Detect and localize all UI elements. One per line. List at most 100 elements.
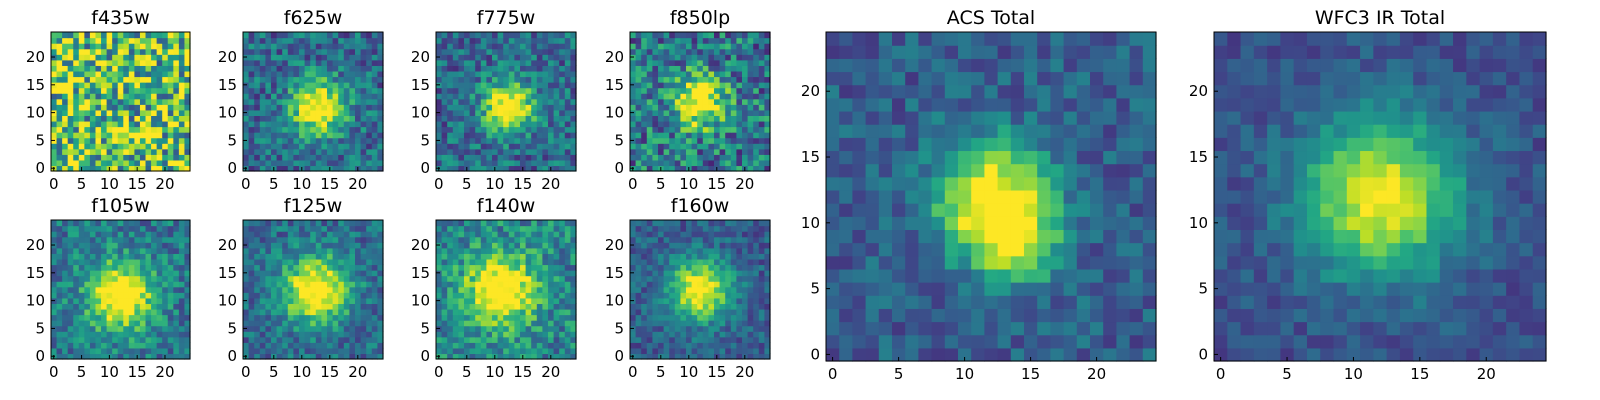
pixel-cell	[669, 43, 676, 50]
pixel-cell	[156, 43, 163, 50]
pixel-cell	[78, 231, 85, 238]
y-tick-label: 10	[26, 292, 45, 310]
pixel-cell	[56, 297, 63, 304]
pixel-cell	[184, 87, 191, 94]
pixel-cell	[475, 65, 482, 72]
pixel-cell	[156, 65, 163, 72]
pixel-cell	[719, 65, 726, 72]
pixel-cell	[469, 347, 476, 355]
pixel-cell	[293, 115, 300, 122]
pixel-cell	[106, 292, 113, 299]
pixel-cell	[299, 275, 306, 282]
pixel-cell	[531, 242, 538, 249]
pixel-cell	[360, 264, 367, 271]
pixel-cell	[646, 70, 653, 78]
pixel-cell	[475, 270, 482, 277]
pixel-cell	[458, 347, 465, 355]
pixel-cell	[101, 159, 108, 167]
pixel-cell	[747, 137, 754, 144]
pixel-cell	[101, 264, 108, 271]
pixel-cell	[299, 48, 306, 55]
pixel-cell	[259, 54, 266, 61]
pixel-cell	[730, 275, 737, 282]
pixel-cell	[343, 264, 350, 271]
pixel-cell	[321, 231, 328, 238]
pixel-cell	[758, 143, 765, 150]
pixel-cell	[747, 303, 754, 310]
pixel-cell	[145, 275, 152, 282]
pixel-cell	[173, 120, 180, 128]
pixel-cell	[475, 76, 482, 83]
pixel-cell	[95, 48, 102, 55]
pixel-cell	[646, 347, 653, 355]
pixel-cell	[680, 93, 687, 100]
pixel-cell	[299, 104, 306, 111]
pixel-cell	[265, 225, 272, 232]
pixel-cell	[293, 308, 300, 316]
pixel-cell	[686, 286, 693, 293]
pixel-cell	[73, 159, 80, 167]
pixel-cell	[265, 320, 272, 327]
x-tick-label: 5	[269, 363, 279, 381]
pixel-cell	[67, 87, 74, 94]
pixel-cell	[287, 132, 294, 139]
pixel-cell	[62, 220, 69, 227]
pixel-cell	[360, 342, 367, 349]
pixel-cell	[293, 303, 300, 310]
pixel-cell	[254, 37, 261, 44]
pixel-cell	[714, 281, 721, 288]
pixel-cell	[469, 32, 476, 39]
pixel-cell	[697, 286, 704, 293]
pixel-cell	[646, 65, 653, 72]
pixel-cell	[674, 137, 681, 144]
pixel-cell	[343, 120, 350, 128]
pixel-cell	[360, 308, 367, 316]
pixel-cell	[548, 320, 555, 327]
pixel-cell	[630, 93, 637, 100]
pixel-cell	[742, 65, 749, 72]
pixel-cell	[156, 70, 163, 78]
pixel-cell	[480, 231, 487, 238]
pixel-cell	[315, 120, 322, 128]
pixel-cell	[293, 275, 300, 282]
pixel-cell	[173, 98, 180, 105]
pixel-cell	[349, 115, 356, 122]
pixel-cell	[525, 286, 532, 293]
pixel-cell	[139, 220, 147, 227]
pixel-cell	[630, 292, 637, 299]
pixel-cell	[764, 270, 771, 277]
pixel-cell	[377, 286, 384, 293]
pixel-cell	[145, 43, 152, 50]
pixel-cell	[719, 292, 726, 299]
pixel-cell	[95, 320, 102, 327]
pixel-cell	[719, 126, 726, 133]
pixel-cell	[151, 59, 158, 66]
pixel-cell	[553, 59, 560, 66]
pixel-cell	[315, 82, 322, 89]
pixel-cell	[89, 231, 97, 238]
pixel-cell	[106, 342, 113, 349]
pixel-cell	[304, 37, 311, 44]
pixel-cell	[658, 292, 665, 299]
pixel-cell	[117, 220, 124, 227]
pixel-cell	[282, 258, 289, 266]
pixel-cell	[753, 165, 760, 172]
pixel-cell	[355, 126, 362, 133]
pixel-cell	[570, 286, 577, 293]
pixel-cell	[652, 292, 659, 299]
pixel-cell	[658, 70, 665, 78]
pixel-cell	[112, 336, 119, 343]
pixel-cell	[486, 331, 493, 338]
pixel-cell	[753, 325, 760, 332]
pixel-cell	[254, 242, 261, 249]
pixel-cell	[753, 275, 760, 282]
pixel-cell	[248, 297, 255, 304]
pixel-cell	[162, 37, 169, 44]
pixel-cell	[730, 48, 737, 55]
pixel-cell	[377, 65, 384, 72]
pixel-cell	[441, 220, 448, 227]
pixel-cell	[548, 59, 555, 66]
pixel-cell	[663, 109, 670, 116]
pixel-cell	[486, 165, 493, 172]
